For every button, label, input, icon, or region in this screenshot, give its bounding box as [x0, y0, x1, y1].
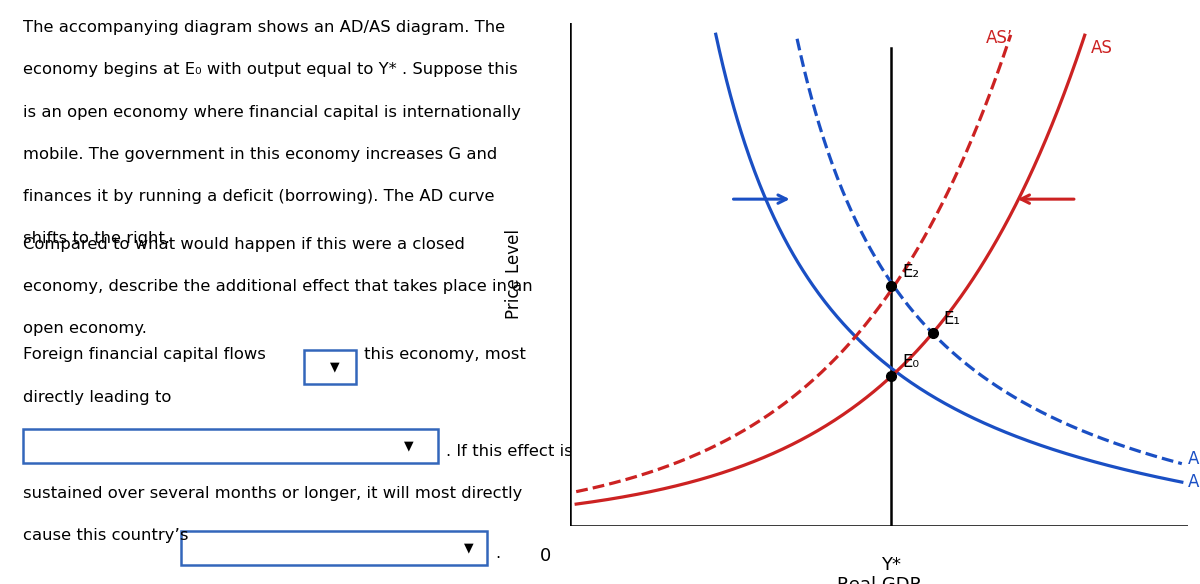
- Bar: [23, 429, 438, 463]
- Text: Price Level: Price Level: [505, 230, 523, 319]
- Text: The accompanying diagram shows an AD/AS diagram. The: The accompanying diagram shows an AD/AS …: [23, 20, 505, 36]
- Text: cause this country’s: cause this country’s: [23, 528, 188, 543]
- Text: mobile. The government in this economy increases G and: mobile. The government in this economy i…: [23, 147, 497, 162]
- Text: .: .: [496, 546, 500, 561]
- Text: Real GDP: Real GDP: [838, 576, 920, 584]
- Text: AS: AS: [1091, 40, 1112, 57]
- Bar: [304, 350, 356, 384]
- Text: Foreign financial capital flows: Foreign financial capital flows: [23, 347, 265, 363]
- Text: ▼: ▼: [464, 541, 474, 554]
- Text: directly leading to: directly leading to: [23, 390, 172, 405]
- Text: Y*: Y*: [881, 556, 901, 573]
- Text: E₀: E₀: [902, 353, 919, 371]
- Text: 0: 0: [540, 547, 551, 565]
- Text: AS’: AS’: [986, 29, 1013, 47]
- Text: finances it by running a deficit (borrowing). The AD curve: finances it by running a deficit (borrow…: [23, 189, 494, 204]
- Text: ▼: ▼: [330, 361, 340, 374]
- Bar: [181, 531, 487, 565]
- Text: Compared to what would happen if this were a closed: Compared to what would happen if this we…: [23, 237, 464, 252]
- Text: sustained over several months or longer, it will most directly: sustained over several months or longer,…: [23, 486, 522, 501]
- Text: AD’: AD’: [1188, 450, 1200, 468]
- Text: is an open economy where financial capital is internationally: is an open economy where financial capit…: [23, 105, 521, 120]
- Text: E₁: E₁: [943, 310, 961, 328]
- Text: economy begins at E₀ with output equal to Y* . Suppose this: economy begins at E₀ with output equal t…: [23, 62, 517, 78]
- Text: economy, describe the additional effect that takes place in an: economy, describe the additional effect …: [23, 279, 533, 294]
- Text: ▼: ▼: [404, 439, 414, 452]
- Text: . If this effect is: . If this effect is: [446, 444, 572, 459]
- Text: E₂: E₂: [902, 263, 919, 281]
- Text: open economy.: open economy.: [23, 321, 146, 336]
- Text: shifts to the right.: shifts to the right.: [23, 231, 170, 246]
- Text: AD: AD: [1188, 473, 1200, 491]
- Text: this economy, most: this economy, most: [364, 347, 526, 363]
